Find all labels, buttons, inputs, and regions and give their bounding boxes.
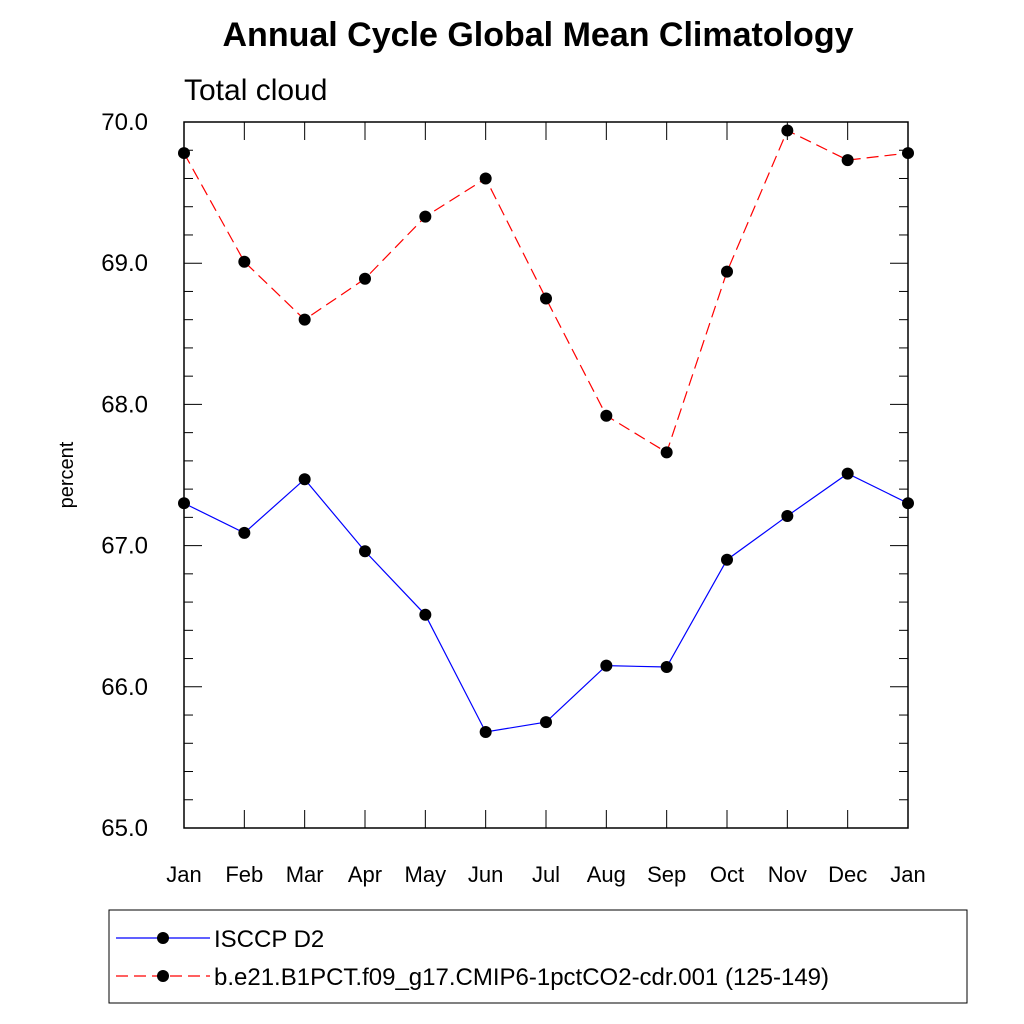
- data-point: [600, 659, 613, 672]
- data-point: [781, 509, 794, 522]
- data-point: [479, 172, 492, 185]
- y-tick-label: 66.0: [101, 674, 148, 701]
- series-line: [183, 472, 909, 733]
- legend-label: ISCCP D2: [214, 926, 324, 953]
- plot-frame: [183, 121, 909, 829]
- x-tick-label: Oct: [710, 862, 744, 887]
- data-series: [178, 124, 914, 738]
- chart-title: Annual Cycle Global Mean Climatology: [223, 16, 854, 54]
- x-tick-label: Jan: [890, 862, 925, 887]
- data-point: [902, 147, 914, 160]
- data-point: [540, 716, 552, 729]
- y-tick-labels: 65.0 66.0 67.0 68.0 69.0 70.0: [101, 109, 148, 842]
- x-tick-label: Sep: [647, 862, 686, 887]
- x-tick-label: Dec: [828, 862, 867, 887]
- y-tick-label: 67.0: [101, 533, 148, 560]
- data-point: [660, 446, 673, 459]
- data-point: [419, 210, 432, 223]
- x-tick-labels: Jan Feb Mar Apr May Jun Jul Aug Sep Oct Nov Dec Jan: [166, 862, 925, 887]
- legend-label: b.e21.B1PCT.f09_g17.CMIP6-1pctCO2-cdr.00…: [214, 964, 829, 991]
- data-point: [178, 497, 190, 510]
- series-1: [178, 467, 914, 738]
- legend-box: [108, 909, 968, 1004]
- data-point: [419, 608, 432, 621]
- y-tick-label: 70.0: [101, 109, 148, 136]
- data-point: [298, 313, 311, 326]
- legend-marker: [157, 932, 169, 944]
- x-tick-label: Feb: [225, 862, 263, 887]
- data-point: [721, 553, 733, 566]
- data-point: [238, 526, 251, 539]
- data-point: [600, 409, 613, 422]
- data-point: [540, 292, 552, 305]
- x-tick-label: Jul: [532, 862, 560, 887]
- x-tick-label: Mar: [286, 862, 324, 887]
- y-tick-label: 68.0: [101, 391, 148, 418]
- data-point: [902, 497, 914, 510]
- y-tick-label: 69.0: [101, 250, 148, 277]
- chart-subtitle: Total cloud: [184, 74, 327, 107]
- x-tick-label: Aug: [587, 862, 626, 887]
- data-point: [479, 725, 492, 738]
- x-tick-label: May: [405, 862, 447, 887]
- y-tick-label: 65.0: [101, 815, 148, 842]
- x-tick-label: Apr: [348, 862, 382, 887]
- x-tick-label: Nov: [768, 862, 807, 887]
- data-point: [721, 265, 733, 278]
- data-point: [298, 473, 311, 486]
- data-point: [841, 467, 854, 480]
- legend-item: ISCCP D2: [116, 926, 324, 953]
- data-point: [841, 154, 854, 167]
- x-tick-label: Jan: [166, 862, 201, 887]
- legend-marker: [157, 970, 169, 982]
- data-point: [238, 255, 251, 268]
- y-axis-label: percent: [56, 441, 78, 508]
- data-point: [781, 124, 794, 137]
- data-point: [359, 272, 371, 285]
- x-tick-label: Jun: [468, 862, 503, 887]
- data-point: [359, 545, 371, 558]
- series-2: [178, 124, 914, 459]
- series-line: [183, 129, 909, 454]
- data-point: [660, 661, 673, 674]
- legend-item: b.e21.B1PCT.f09_g17.CMIP6-1pctCO2-cdr.00…: [116, 964, 829, 991]
- legend: ISCCP D2 b.e21.B1PCT.f09_g17.CMIP6-1pctCO…: [108, 909, 968, 1004]
- data-point: [178, 147, 190, 160]
